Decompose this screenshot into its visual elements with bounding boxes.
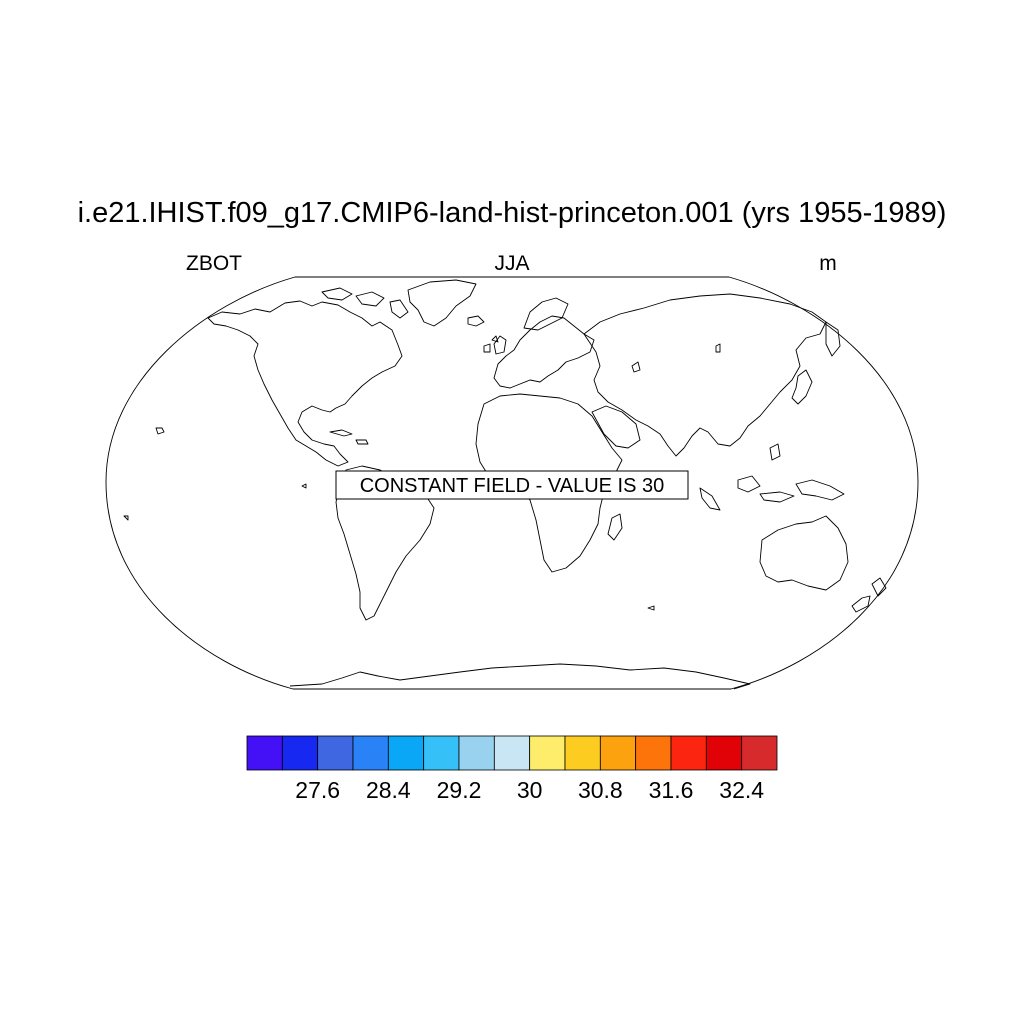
colorbar — [246, 735, 778, 771]
colorbar-swatch — [387, 735, 425, 771]
colorbar-swatch — [529, 735, 566, 771]
coastline-scandinavia — [523, 297, 569, 331]
coastline-new-zealand — [851, 577, 887, 613]
coastline-europe — [493, 315, 595, 389]
colorbar-swatch — [317, 735, 354, 771]
colorbar-swatch — [599, 735, 637, 771]
colorbar-swatch — [423, 735, 460, 771]
colorbar-tick-label: 30.8 — [578, 777, 623, 803]
colorbar-swatch — [246, 735, 283, 771]
coastline-kamchatka — [825, 321, 841, 357]
constant-field-message: CONSTANT FIELD - VALUE IS 30 — [360, 475, 665, 497]
coastline-north-america — [207, 300, 403, 467]
colorbar-swatch — [670, 735, 707, 771]
coastline-japan — [791, 369, 813, 405]
left-string: ZBOT — [186, 252, 242, 275]
colorbar-swatch — [564, 735, 601, 771]
coastline-arabia — [591, 405, 641, 449]
center-string: JJA — [494, 252, 529, 275]
coastline-canadian-islands — [321, 287, 409, 319]
coastline-antarctica — [289, 663, 751, 690]
colorbar-tick-label: 29.2 — [437, 777, 482, 803]
coastline-caribbean — [329, 429, 369, 445]
coastline-australia — [759, 515, 849, 591]
colorbar-swatch — [458, 735, 495, 771]
coastline-asia — [583, 293, 827, 457]
coastline-madagascar — [607, 513, 623, 541]
colorbar-swatch — [705, 735, 743, 771]
coastlines — [123, 279, 887, 690]
colorbar-tick-label: 31.6 — [649, 777, 694, 803]
colorbar-tick-label: 28.4 — [366, 777, 411, 803]
plot-title: i.e21.IHIST.f09_g17.CMIP6-land-hist-prin… — [78, 197, 947, 229]
colorbar-swatch — [741, 735, 778, 771]
colorbar-swatch — [493, 735, 531, 771]
right-string: m — [819, 252, 837, 275]
coastline-small-islands — [123, 335, 721, 611]
colorbar-swatch — [635, 735, 672, 771]
colorbar-tick-label: 30 — [517, 777, 543, 803]
colorbar-tick-label: 32.4 — [719, 777, 764, 803]
colorbar-tick-label: 27.6 — [295, 777, 340, 803]
coastline-greenland — [407, 279, 477, 327]
coastline-maritime-asia — [699, 443, 845, 511]
colorbar-swatch — [352, 735, 389, 771]
coastline-british-isles — [483, 335, 507, 355]
message-box — [335, 470, 689, 500]
coastline-iceland — [467, 315, 485, 327]
colorbar-swatch — [281, 735, 319, 771]
colorbar-labels: 27.6 28.4 29.2 30 30.8 31.6 32.4 — [295, 777, 764, 803]
map-boundary — [105, 276, 919, 690]
